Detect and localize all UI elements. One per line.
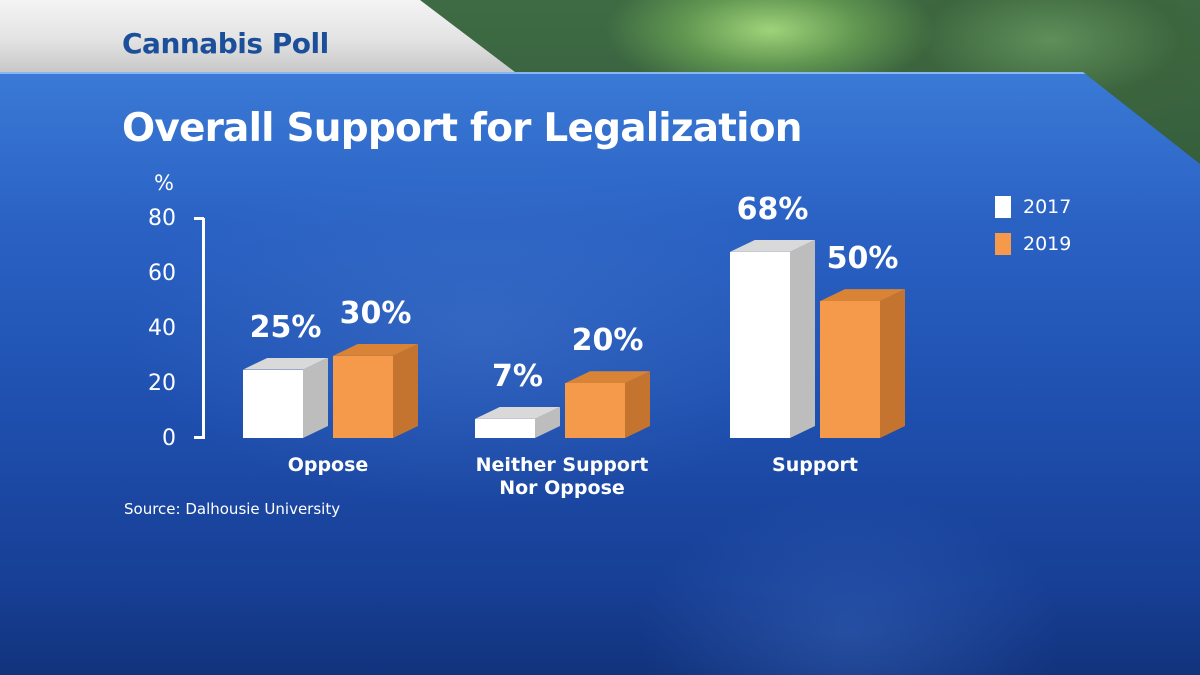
y-tick-40: 40 (148, 316, 176, 341)
category-label-neither: Neither Support Nor Oppose (462, 454, 662, 500)
bar-front-face (333, 355, 393, 438)
bar-side-face (880, 289, 905, 438)
value-label-oppose-2017: 25% (249, 309, 322, 345)
chart-title: Overall Support for Legalization (122, 106, 802, 151)
bar-front-face (820, 301, 880, 438)
value-label-neither-support-nor-oppose-2019: 20% (571, 323, 644, 359)
y-axis-cap-top (194, 217, 204, 220)
legend-swatch-2017 (995, 196, 1011, 218)
y-tick-60: 60 (148, 261, 176, 286)
legend-swatch-2019 (995, 233, 1011, 255)
legend-label-2019: 2019 (1023, 233, 1072, 255)
y-tick-20: 20 (148, 371, 176, 396)
y-axis-cap-bottom (194, 436, 204, 439)
header-tab-title: Cannabis Poll (122, 27, 329, 60)
value-label-support-2017: 68% (736, 191, 809, 227)
source-note: Source: Dalhousie University (124, 500, 341, 518)
legend-item-2019: 2019 (995, 233, 1071, 255)
bar-top-face (565, 371, 650, 384)
bar-front-face (730, 251, 790, 438)
bar-side-face (303, 357, 328, 438)
y-axis-unit: % (154, 171, 174, 195)
bar-support-2019 (820, 289, 905, 438)
value-label-neither-support-nor-oppose-2017: 7% (492, 358, 543, 394)
bar-top-face (243, 357, 328, 370)
bar-top-face (820, 289, 905, 302)
bar-side-face (790, 239, 815, 438)
bar-neither-support-nor-oppose-2017 (475, 406, 560, 438)
bar-support-2017 (730, 239, 815, 438)
value-label-support-2019: 50% (826, 241, 899, 277)
category-label-neither-line2: Nor Oppose (499, 477, 625, 499)
value-label-oppose-2019: 30% (339, 295, 412, 331)
bar-side-face (393, 343, 418, 438)
bar-front-face (565, 383, 625, 438)
header-tab (0, 0, 515, 72)
bar-front-face (243, 369, 303, 438)
bar-oppose-2017 (243, 357, 328, 438)
bar-top-face (333, 343, 418, 356)
category-label-neither-line1: Neither Support (475, 454, 649, 476)
bar-oppose-2019 (333, 343, 418, 438)
legend-item-2017: 2017 (995, 196, 1071, 218)
bar-top-face (730, 239, 815, 252)
legend-label-2017: 2017 (1023, 196, 1072, 218)
bar-top-face (475, 406, 560, 419)
y-tick-0: 0 (162, 426, 176, 451)
bar-front-face (475, 418, 535, 438)
category-label-support: Support (772, 454, 858, 476)
bar-side-face (625, 371, 650, 438)
y-tick-80: 80 (148, 206, 176, 231)
bar-neither-support-nor-oppose-2019 (565, 371, 650, 438)
y-axis-line (202, 218, 205, 439)
category-label-oppose: Oppose (287, 454, 369, 476)
